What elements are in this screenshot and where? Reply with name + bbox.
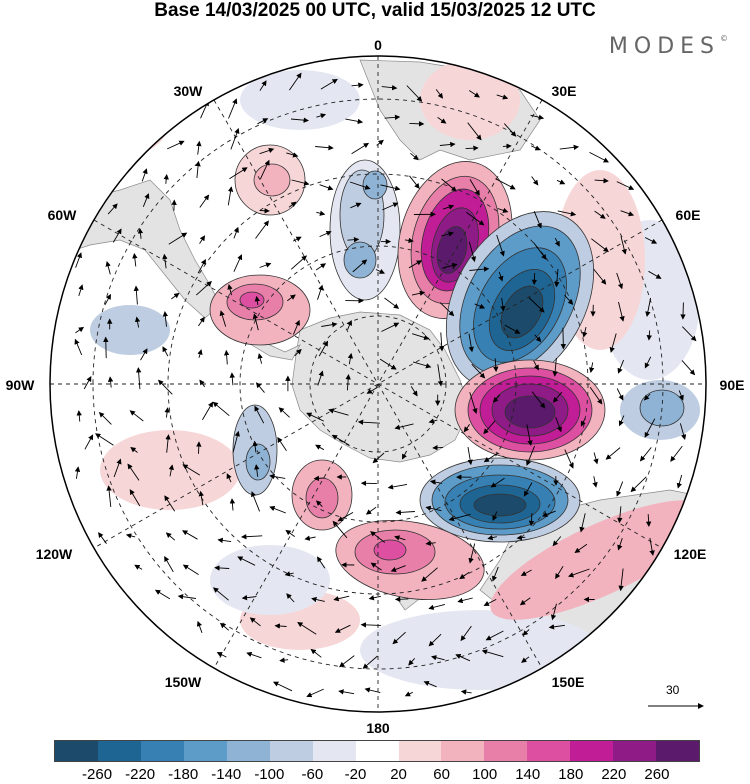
wind-vector (563, 328, 564, 349)
colorbar-swatch (441, 741, 484, 761)
wind-vector (199, 442, 200, 454)
colorbar-tick-label: 60 (433, 766, 450, 783)
wind-vector (683, 303, 684, 319)
colorbar-tick-label: 100 (472, 766, 497, 783)
lon-label-90e: 90E (720, 377, 745, 393)
lon-label-120e: 120E (674, 546, 707, 562)
wind-vector (106, 338, 107, 359)
lon-label-150w: 150W (165, 674, 202, 690)
colorbar-swatch (656, 741, 699, 761)
colorbar-tick-label: -20 (345, 766, 367, 783)
colorbar-swatch (313, 741, 356, 761)
colorbar-tick-label: -180 (168, 766, 198, 783)
colorbar-tick-label: -100 (254, 766, 284, 783)
colorbar-tick-label: 260 (644, 766, 669, 783)
colorbar (54, 740, 700, 762)
colorbar-swatch (613, 741, 656, 761)
colorbar-swatch (141, 741, 184, 761)
colorbar-tick-label: 140 (515, 766, 540, 783)
colorbar-swatch (270, 741, 313, 761)
wind-vector (396, 599, 409, 600)
lon-label-90w: 90W (6, 377, 36, 393)
colorbar-tick-label: -140 (211, 766, 241, 783)
lon-label-60e: 60E (676, 207, 701, 223)
lon-label-30e: 30E (552, 83, 577, 99)
wind-vector (260, 211, 269, 212)
wind-vector (409, 123, 423, 124)
colorbar-swatch (227, 741, 270, 761)
colorbar-tick-label: 20 (390, 766, 407, 783)
lon-label-150e: 150E (552, 674, 585, 690)
colorbar-swatch (98, 741, 141, 761)
colorbar-swatch (184, 741, 227, 761)
colorbar-swatch (356, 741, 399, 761)
lon-label-30w: 30W (174, 83, 204, 99)
colorbar-tick-label: 180 (558, 766, 583, 783)
colorbar-tick-label: 220 (601, 766, 626, 783)
lon-label-0: 0 (374, 37, 382, 53)
colorbar-tick-label: -60 (302, 766, 324, 783)
colorbar-swatch (570, 741, 613, 761)
lon-label-180: 180 (366, 720, 390, 736)
colorbar-tick-label: -220 (125, 766, 155, 783)
colorbar-swatch (55, 741, 98, 761)
colorbar-swatch (527, 741, 570, 761)
colorbar-swatch (484, 741, 527, 761)
reference-vector-label: 30 (666, 683, 679, 697)
colorbar-tick-label: -260 (82, 766, 112, 783)
wind-vector (534, 273, 535, 284)
lon-label-60w: 60W (48, 207, 78, 223)
wind-vector (503, 146, 511, 147)
lon-label-120w: 120W (36, 546, 73, 562)
colorbar-swatch (399, 741, 442, 761)
colorbar-tick-labels: -260 -220 -180 -140 -100 -60 -20 20 60 100 140 180 2… (0, 766, 750, 784)
wind-vector (433, 447, 443, 448)
map-field (40, 50, 724, 730)
